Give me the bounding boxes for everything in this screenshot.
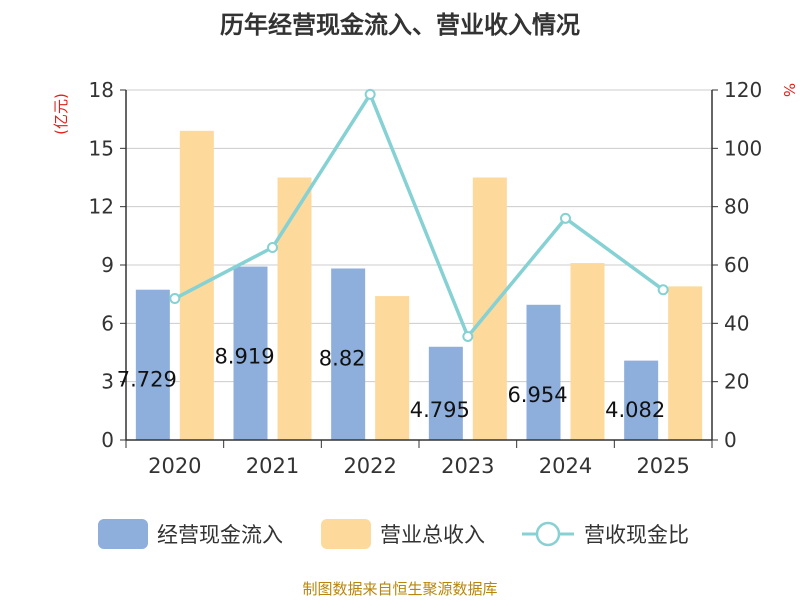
data-label-cash-inflow: 8.919 (214, 345, 274, 369)
left-axis-tick-label: 9 (101, 253, 114, 277)
x-axis-tick-label: 2024 (539, 454, 592, 478)
data-labels: 7.729 8.919 8.82 4.795 6.954 4.082 (117, 345, 665, 422)
x-axis-tick-label: 2020 (148, 454, 201, 478)
left-axis-unit: (亿元) (52, 93, 70, 135)
data-label-cash-inflow: 8.82 (319, 347, 366, 371)
bar-cash-inflow (624, 360, 659, 440)
line-cash-revenue-ratio (174, 92, 665, 339)
bar-revenue (668, 286, 703, 440)
bars (135, 130, 703, 441)
line-point (462, 330, 474, 342)
bar-cash-inflow (135, 289, 170, 440)
right-axis-tick-label: 20 (724, 370, 749, 394)
data-label-cash-inflow: 4.082 (605, 398, 665, 422)
source-note: 制图数据来自恒生聚源数据库 (302, 580, 497, 598)
bar-cash-inflow (233, 266, 268, 440)
left-axis-tick-label: 15 (89, 136, 114, 160)
left-axis-tick-label: 12 (89, 195, 114, 219)
legend-label-ratio: 营收现金比 (584, 523, 689, 547)
axes: 0 3 6 9 12 15 18 0 20 40 60 80 100 120 2020 2021 2022 202… (89, 78, 763, 478)
data-label-cash-inflow: 6.954 (507, 383, 567, 407)
left-axis-tick-label: 3 (101, 370, 114, 394)
data-label-cash-inflow: 4.795 (410, 398, 470, 422)
right-axis-tick-label: 60 (724, 253, 749, 277)
legend-label-revenue: 营业总收入 (380, 523, 485, 547)
bar-cash-inflow (428, 346, 463, 440)
grid-lines (126, 89, 712, 383)
left-axis-tick-label: 6 (101, 311, 114, 335)
legend-swatch-revenue (321, 519, 371, 549)
bar-cash-inflow (331, 268, 366, 440)
bar-cash-inflow (526, 304, 561, 440)
line-point (364, 88, 376, 100)
bar-revenue (375, 296, 410, 440)
x-axis-tick-label: 2025 (636, 454, 689, 478)
bar-revenue (570, 263, 605, 440)
legend: 经营现金流入 营业总收入 营收现金比 (98, 519, 689, 549)
x-axis-tick-label: 2023 (441, 454, 494, 478)
left-axis-tick-label: 0 (101, 428, 114, 452)
right-axis-tick-label: 120 (724, 78, 762, 102)
right-axis-tick-label: 40 (724, 311, 749, 335)
bar-revenue (277, 177, 312, 440)
left-axis-tick-label: 18 (89, 78, 114, 102)
legend-label-cash-inflow: 经营现金流入 (157, 523, 283, 547)
right-axis-unit: % (780, 83, 798, 97)
line-point (169, 293, 181, 305)
x-axis-tick-label: 2022 (343, 454, 396, 478)
line-point (657, 284, 669, 296)
right-axis-tick-label: 80 (724, 195, 749, 219)
line-series (169, 88, 669, 342)
data-label-cash-inflow: 7.729 (117, 368, 177, 392)
x-axis-tick-label: 2021 (246, 454, 299, 478)
line-point (267, 242, 278, 253)
line-point (560, 212, 571, 224)
chart-title: 历年经营现金流入、营业收入情况 (220, 11, 580, 39)
right-axis-tick-label: 100 (724, 136, 762, 160)
legend-swatch-ratio-marker (535, 521, 561, 547)
right-axis-tick-label: 0 (724, 428, 737, 452)
legend-swatch-cash-inflow (98, 519, 148, 549)
